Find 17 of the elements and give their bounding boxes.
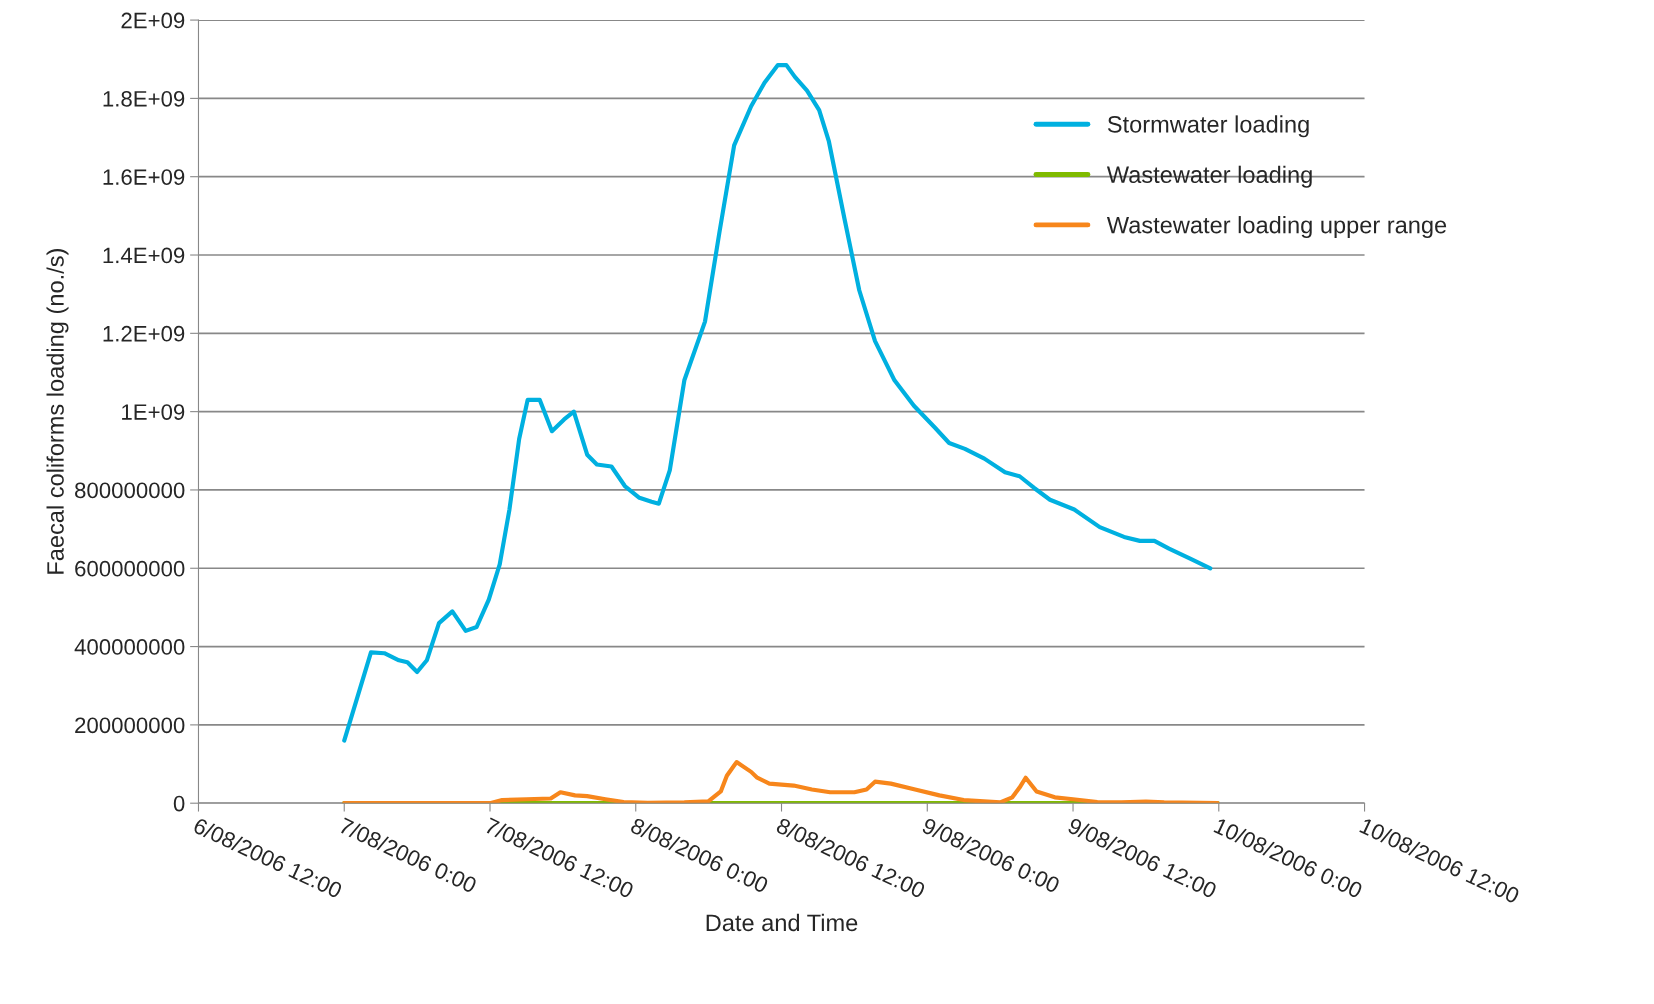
legend-label: Stormwater loading <box>1107 115 1309 138</box>
y-tick-label: 1.2E+09 <box>103 325 185 342</box>
y-tick-label: 1.4E+09 <box>103 247 185 264</box>
y-tick-label: 1.8E+09 <box>103 90 185 107</box>
y-tick-label: 0 <box>173 795 185 812</box>
legend-label: Wastewater loading upper range <box>1106 216 1447 239</box>
y-tick-label: 1E+09 <box>122 404 185 420</box>
y-axis-title: Faecal coliforms loading (no./s) <box>46 249 69 574</box>
y-tick-label: 800000000 <box>75 482 185 499</box>
line-series <box>342 760 1220 804</box>
y-tick-label: 200000000 <box>75 717 185 734</box>
y-tick-label: 2E+09 <box>121 12 185 29</box>
y-tick-label: 400000000 <box>74 639 185 655</box>
y-tick-label: 600000000 <box>75 560 185 577</box>
y-tick-label: 1.6E+09 <box>103 169 185 185</box>
legend-label: Wastewater loading <box>1106 165 1312 188</box>
x-axis-title: Date and Time <box>706 913 858 932</box>
